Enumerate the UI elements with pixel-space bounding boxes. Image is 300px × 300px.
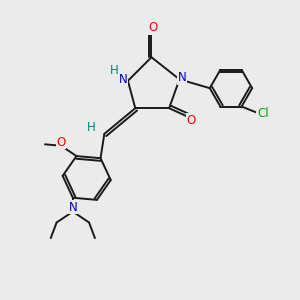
Text: H: H [110,64,119,77]
Text: O: O [187,114,196,127]
Text: Cl: Cl [257,107,269,120]
Text: O: O [57,136,66,149]
Text: N: N [119,73,128,86]
Text: O: O [148,21,158,34]
Text: H: H [87,122,95,134]
Text: N: N [178,71,187,84]
Text: N: N [68,201,77,214]
